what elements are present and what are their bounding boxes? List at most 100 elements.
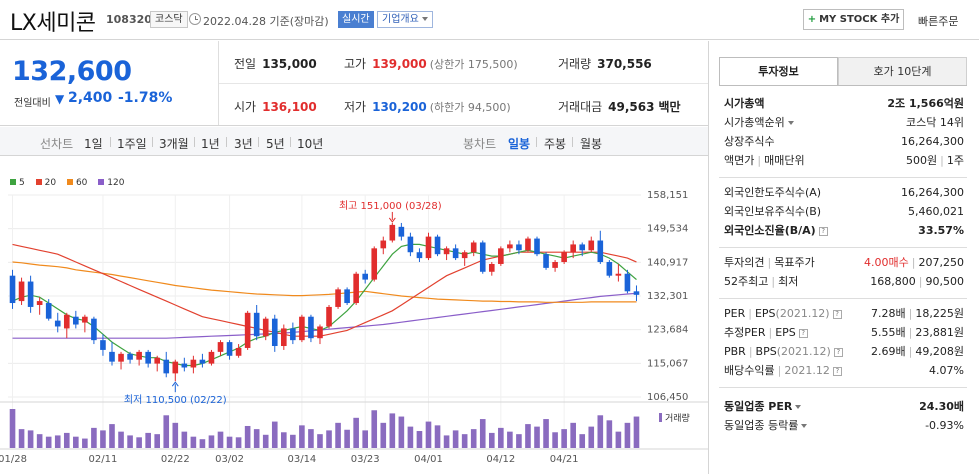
investment-info-panel: 투자정보 호가 10단계 시가총액 2조 1,566억원 시가총액순위 코스닥 … bbox=[708, 41, 979, 474]
volume-bar bbox=[470, 429, 477, 448]
est-per-label: 추정PER | EPS? bbox=[724, 324, 808, 342]
realtime-button[interactable]: 실시간 bbox=[338, 11, 374, 28]
current-price: 132,600 bbox=[12, 56, 132, 87]
volume-bar bbox=[597, 415, 604, 448]
volume-bar bbox=[534, 426, 540, 448]
candle-body bbox=[588, 240, 595, 251]
candle-body bbox=[45, 303, 52, 319]
candle-body bbox=[488, 263, 495, 272]
tab-daily[interactable]: 일봉 bbox=[508, 137, 531, 151]
foreign-ratio-row: 외국인소진율(B/A)? 33.57% bbox=[724, 222, 964, 240]
quick-order-link[interactable]: 빠른주문 bbox=[918, 15, 959, 28]
candle-body bbox=[163, 359, 170, 374]
tab-1year[interactable]: 1년 bbox=[201, 137, 220, 151]
volume-bar bbox=[479, 419, 486, 448]
ma60-line bbox=[12, 261, 637, 303]
candle-body bbox=[27, 281, 34, 307]
divider bbox=[110, 137, 111, 147]
candle-body bbox=[290, 328, 296, 341]
divider bbox=[719, 387, 967, 388]
company-overview-dropdown[interactable]: 기업개요 bbox=[377, 11, 433, 28]
down-triangle-icon: ▼ bbox=[55, 92, 65, 106]
chevron-down-icon[interactable] bbox=[795, 405, 802, 409]
x-tick-label: 02/22 bbox=[161, 454, 190, 465]
candle-body bbox=[9, 275, 16, 304]
foreign-limit-label: 외국인한도주식수(A) bbox=[724, 186, 822, 199]
candle-body bbox=[172, 361, 179, 374]
candle-body bbox=[479, 242, 486, 272]
candle-body bbox=[552, 262, 558, 268]
market-cap-rank-dropdown[interactable]: 시가총액순위 bbox=[724, 114, 794, 132]
tab-line-chart[interactable]: 선차트 bbox=[40, 137, 74, 151]
opinion-row: 투자의견 | 목표주가 4.00매수 | 207,250 bbox=[724, 254, 964, 272]
help-icon[interactable]: ? bbox=[832, 367, 842, 376]
volume-bar bbox=[543, 419, 549, 448]
candle-body bbox=[208, 351, 215, 364]
help-icon[interactable]: ? bbox=[798, 329, 808, 338]
candle-body bbox=[118, 353, 124, 362]
divider bbox=[218, 41, 219, 125]
volume-bar bbox=[398, 416, 405, 448]
per-row: PER | EPS(2021.12)? 7.28배 | 18,225원 bbox=[724, 305, 964, 323]
volume-bar bbox=[154, 434, 161, 448]
change-percent: -1.78% bbox=[118, 90, 173, 106]
volume-bar bbox=[389, 413, 396, 448]
high-cell: 고가 139,000 (상한가 175,500) bbox=[344, 55, 518, 72]
tab-3year[interactable]: 3년 bbox=[234, 137, 253, 151]
tab-quote-10levels[interactable]: 호가 10단계 bbox=[838, 57, 967, 86]
volume-bar bbox=[416, 431, 423, 448]
help-icon[interactable]: ? bbox=[833, 348, 843, 357]
volume-bar bbox=[181, 431, 188, 448]
foreign-limit-value: 16,264,300 bbox=[901, 186, 964, 199]
price-chart[interactable]: 158,151 149,534 140,917 132,301 123,684 115,0… bbox=[0, 157, 708, 474]
date-value: 2022.04.28 bbox=[203, 15, 266, 28]
w52-value: 168,800 | 90,500 bbox=[870, 275, 964, 288]
opinion-value: 4.00매수 | 207,250 bbox=[864, 256, 964, 269]
candlestick-chart[interactable]: 158,151 149,534 140,917 132,301 123,684 115,0… bbox=[0, 157, 708, 474]
candle-body bbox=[54, 320, 61, 327]
tab-5year[interactable]: 5년 bbox=[266, 137, 285, 151]
volume-bar bbox=[36, 434, 43, 448]
volume-bar bbox=[127, 435, 133, 448]
candle-body bbox=[516, 244, 522, 251]
high-annotation: 최고 151,000 (03/28) bbox=[339, 200, 442, 212]
w52-row: 52주최고 | 최저 168,800 | 90,500 bbox=[724, 273, 964, 291]
tab-10year[interactable]: 10년 bbox=[297, 137, 324, 151]
sector-per-row: 동일업종 PER 24.30배 bbox=[724, 398, 964, 416]
candle-body bbox=[181, 363, 188, 368]
stock-header: LX세미콘 108320 코스닥 2022.04.28 기준(장마감) 실시간 … bbox=[0, 0, 979, 40]
candle-body bbox=[371, 248, 378, 280]
low-arrow-head bbox=[171, 381, 179, 387]
add-mystock-button[interactable]: + MY STOCK 추가 bbox=[803, 9, 904, 30]
volume-bar bbox=[525, 424, 531, 448]
lower-limit: (하한가 94,500) bbox=[429, 101, 511, 114]
prev-close-cell: 전일 135,000 bbox=[234, 55, 317, 72]
candle-body bbox=[561, 252, 567, 263]
candle-body bbox=[452, 248, 459, 259]
help-icon[interactable]: ? bbox=[818, 227, 828, 236]
chevron-down-icon[interactable] bbox=[801, 424, 808, 428]
volume-bar bbox=[226, 436, 233, 448]
volume-bar bbox=[461, 434, 468, 448]
volume-bar bbox=[54, 435, 61, 448]
tab-monthly[interactable]: 월봉 bbox=[580, 137, 603, 151]
volume-bar bbox=[570, 422, 576, 448]
foreign-ratio-value: 33.57% bbox=[918, 224, 964, 237]
candle-body bbox=[199, 359, 206, 364]
x-tick-label: 04/12 bbox=[486, 454, 515, 465]
foreign-hold-row: 외국인보유주식수(B) 5,460,021 bbox=[724, 203, 964, 221]
divider bbox=[219, 83, 708, 84]
company-overview-label: 기업개요 bbox=[382, 14, 419, 25]
tab-weekly[interactable]: 주봉 bbox=[544, 137, 567, 151]
per-label: PER | EPS(2021.12)? bbox=[724, 305, 842, 323]
tab-investment-info[interactable]: 투자정보 bbox=[719, 57, 838, 86]
tab-candle-chart[interactable]: 봉차트 bbox=[463, 137, 497, 151]
volume-bar bbox=[579, 434, 586, 448]
tab-1day[interactable]: 1일 bbox=[84, 137, 103, 151]
tab-3month[interactable]: 3개월 bbox=[159, 137, 189, 151]
volume-bar bbox=[172, 422, 179, 448]
legend-swatch bbox=[35, 179, 42, 185]
help-icon[interactable]: ? bbox=[832, 310, 842, 319]
candle-body bbox=[308, 316, 314, 339]
tab-1week[interactable]: 1주일 bbox=[117, 137, 147, 151]
